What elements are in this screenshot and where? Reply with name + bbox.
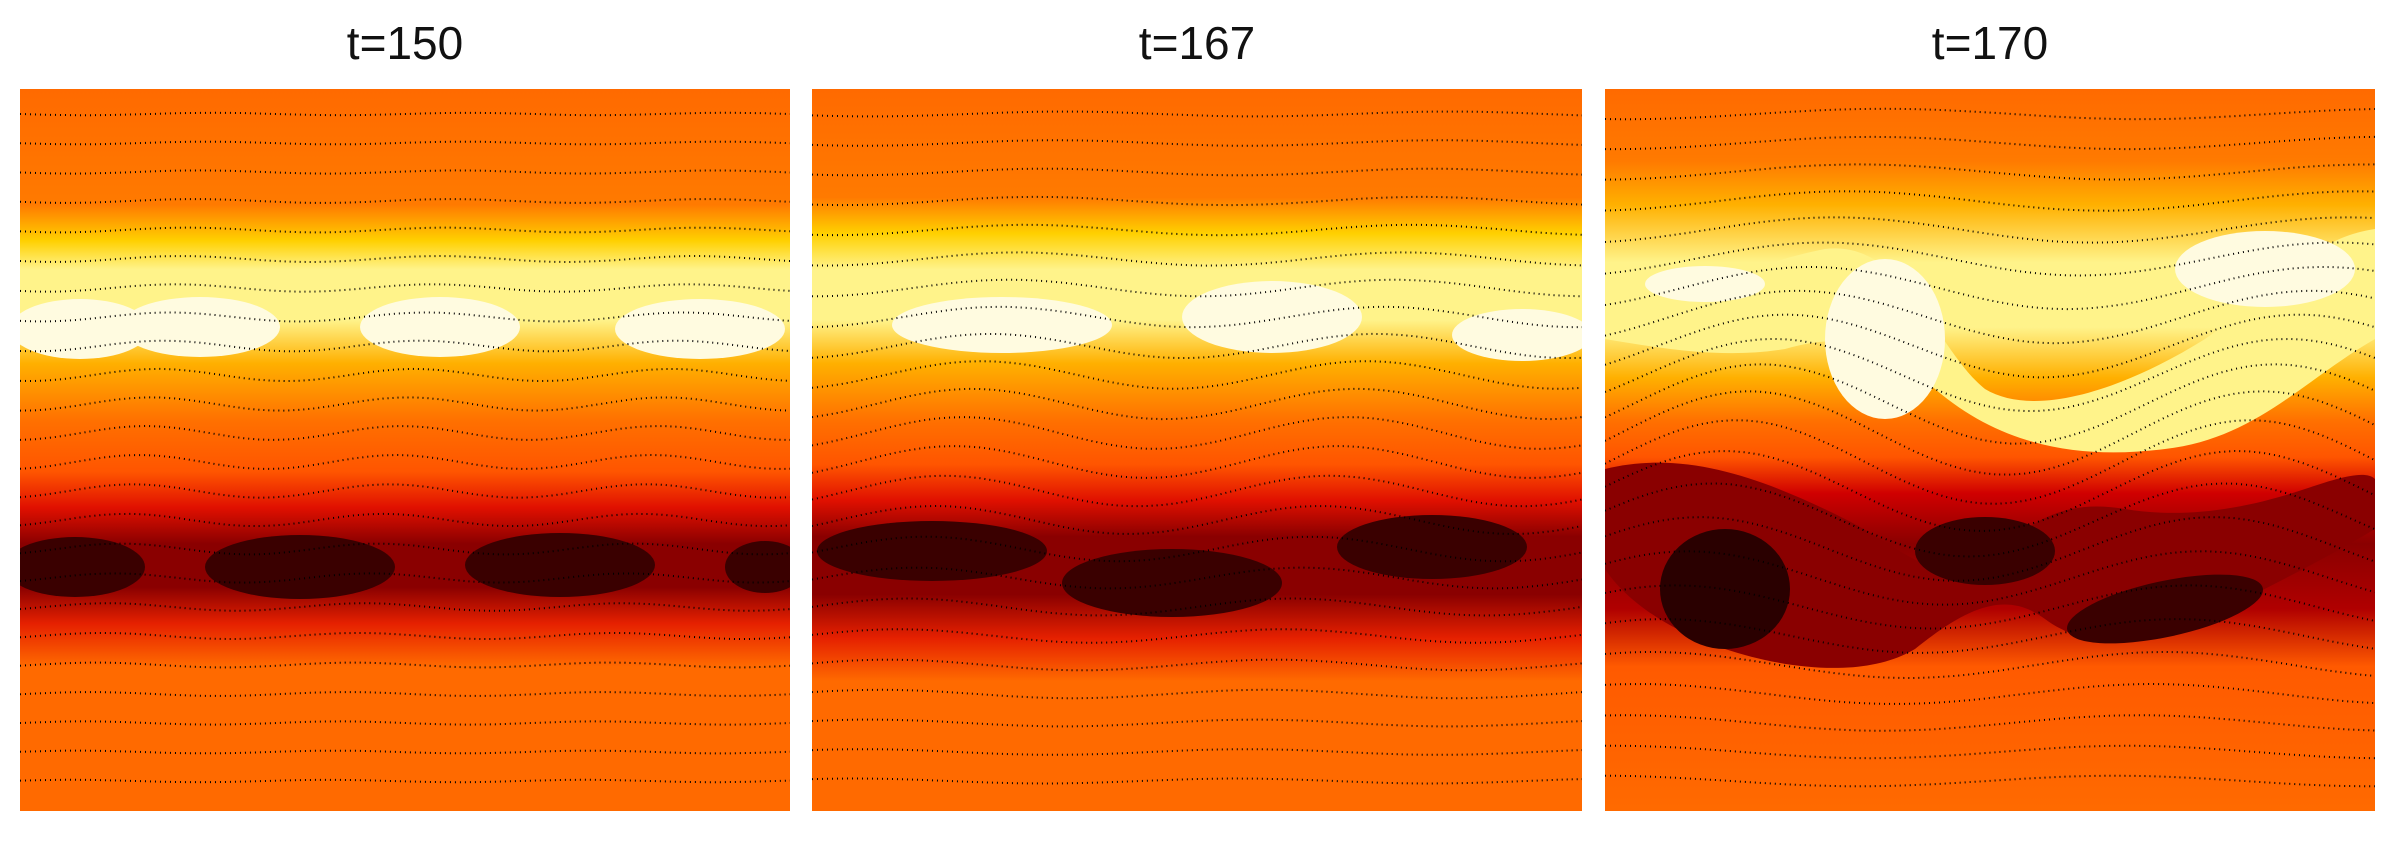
contour-line [1605,390,2375,476]
contour-line [1605,714,2375,732]
contour-line [1605,107,2375,121]
gradient-background [20,89,790,811]
panel-title-3: t=170 [1931,17,2049,69]
contour-lines [812,110,1582,785]
contour-line [20,631,790,641]
field-plot-panel-1 [20,89,790,811]
contour-line [20,198,790,204]
contour-line [812,195,1582,207]
contour-line [812,223,1582,237]
contour-line [20,226,790,234]
contour-line [1605,163,2375,181]
contour-line [812,474,1582,508]
contour-line [20,283,790,293]
contour-line [812,658,1582,672]
contour-line [20,602,790,612]
cold-vortices [20,533,790,599]
field-plot-1 [20,89,790,811]
contour-line [20,169,790,175]
contour-line [1605,313,2375,379]
cold-vortices [817,515,1527,617]
contour-line [812,139,1582,147]
contour-line [812,360,1582,390]
contour-line [20,140,790,146]
contour-line [20,720,790,726]
contour-lines [20,111,790,784]
contour-line [812,110,1582,118]
field-plot-3 [1605,89,2375,811]
contour-line [1605,774,2375,788]
contour-line [1605,650,2375,680]
contour-line [1605,516,2375,582]
contour-line [1605,363,2375,445]
contour-line [20,367,790,383]
contour-line [812,305,1582,329]
contour-line [1605,584,2375,630]
contour-line [20,111,790,117]
gradient-background [812,89,1582,811]
cold-vortices [1605,462,2375,668]
contour-line [812,504,1582,536]
contour-line [20,396,790,412]
contour-line [812,777,1582,785]
contour-line [20,254,790,264]
hot-vortices [892,281,1582,361]
contour-line [20,778,790,784]
contour-line [812,688,1582,700]
contour-line [812,748,1582,756]
contour-lines [1605,107,2375,788]
contour-line [1605,744,2375,760]
panel-title-2: t=167 [1138,17,1256,69]
contour-line [20,483,790,499]
hot-vortices [1605,229,2375,453]
contour-line [1605,135,2375,151]
contour-line [20,512,790,528]
field-plot-panel-3 [1605,89,2375,811]
contour-line [20,661,790,669]
field-plot-2 [812,89,1582,811]
contour-line [1605,216,2375,244]
contour-line [1605,241,2375,277]
contour-line [20,691,790,697]
contour-line [1605,482,2375,558]
field-plot-panel-2 [812,89,1582,811]
contour-line [20,749,790,755]
contour-line [812,387,1582,421]
panel-title-1: t=150 [346,17,464,69]
contour-line [812,718,1582,728]
contour-line [812,167,1582,177]
gradient-background [1605,89,2375,811]
